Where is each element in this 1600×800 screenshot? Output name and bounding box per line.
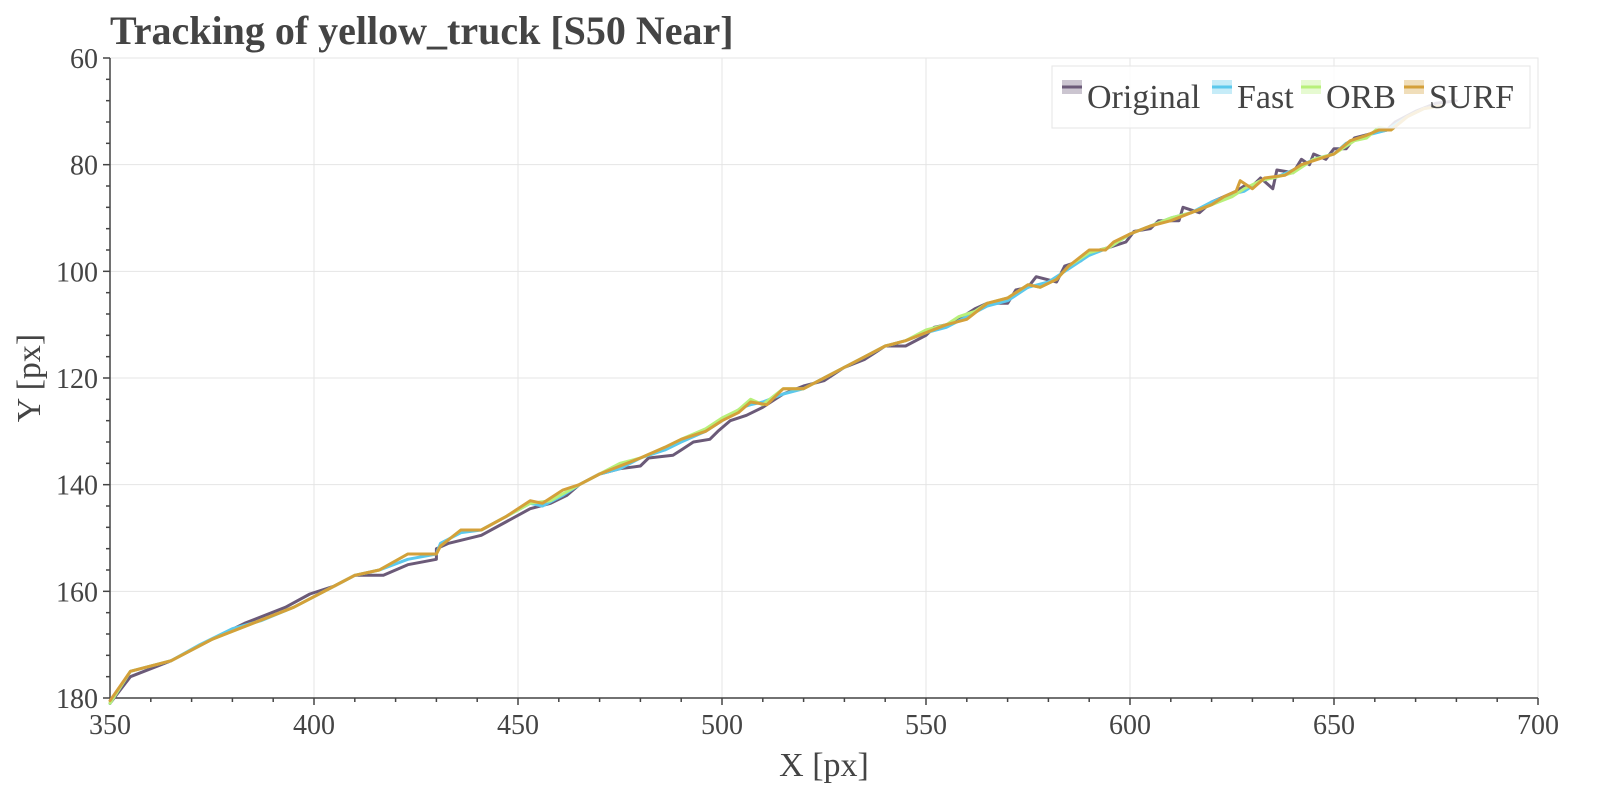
legend: Original Fast ORB SURF: [1051, 65, 1531, 129]
y-tick-label: 80: [70, 151, 98, 182]
y-tick-label: 160: [56, 577, 98, 608]
x-axis-label: X [px]: [779, 747, 869, 784]
x-tick-label: 450: [497, 710, 539, 741]
axis-ticks: 350 400 450 500 550 600 650 700 60 80 100 120 140 160…: [56, 44, 1559, 741]
y-tick-label: 60: [70, 44, 98, 75]
legend-label-original: Original: [1087, 79, 1200, 116]
legend-box: [1051, 65, 1531, 129]
legend-label-fast: Fast: [1237, 79, 1294, 116]
x-tick-label: 600: [1109, 710, 1151, 741]
y-tick-label: 140: [56, 471, 98, 502]
x-tick-label: 400: [293, 710, 335, 741]
legend-label-orb: ORB: [1326, 79, 1396, 116]
series-line-orb: [108, 104, 1442, 705]
chart-title: Tracking of yellow_truck [S50 Near]: [110, 8, 734, 53]
x-tick-label: 500: [701, 710, 743, 741]
series-line-surf: [108, 104, 1442, 703]
series-line-original: [108, 99, 1458, 705]
x-tick-label: 550: [905, 710, 947, 741]
x-tick-label: 650: [1313, 710, 1355, 741]
series-lines: [108, 99, 1458, 705]
y-tick-label: 120: [56, 364, 98, 395]
y-axis-label: Y [px]: [11, 334, 48, 422]
series-line-fast: [108, 104, 1442, 705]
x-tick-label: 700: [1517, 710, 1559, 741]
legend-label-surf: SURF: [1429, 79, 1514, 116]
x-tick-label: 350: [89, 710, 131, 741]
y-tick-label: 180: [56, 684, 98, 715]
y-tick-label: 100: [56, 257, 98, 288]
